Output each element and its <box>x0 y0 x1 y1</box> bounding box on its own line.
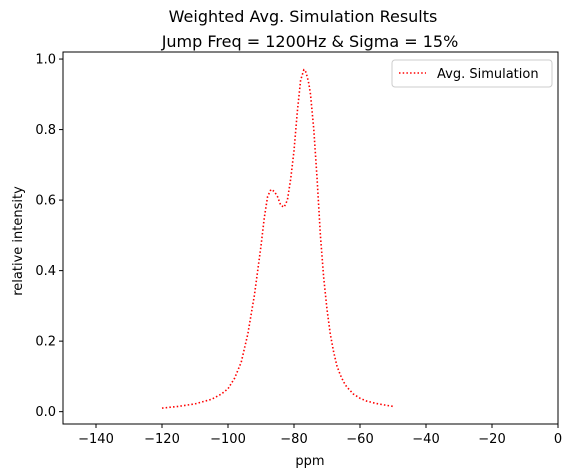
chart-subtitle: Jump Freq = 1200Hz & Sigma = 15% <box>161 32 459 51</box>
plot-area <box>63 52 558 424</box>
y-tick-label: 0.6 <box>35 194 56 209</box>
y-tick-label: 0.0 <box>35 405 56 420</box>
x-tick-label: −60 <box>346 432 373 447</box>
series-group <box>162 70 393 409</box>
y-tick-label: 0.8 <box>35 123 56 138</box>
x-tick-label: −140 <box>78 432 114 447</box>
x-tick-label: −20 <box>478 432 505 447</box>
x-tick-label: −40 <box>412 432 439 447</box>
legend-label: Avg. Simulation <box>437 67 539 82</box>
y-tick-label: 1.0 <box>35 53 56 68</box>
x-axis: −140 −120 −100 −80 −60 −40 −20 0 <box>78 424 562 447</box>
x-tick-label: −100 <box>210 432 246 447</box>
y-tick-label: 0.2 <box>35 335 56 350</box>
x-tick-label: −80 <box>280 432 307 447</box>
chart-title: Weighted Avg. Simulation Results <box>169 7 438 26</box>
y-tick-label: 0.4 <box>35 264 56 279</box>
legend: Avg. Simulation <box>392 60 552 87</box>
x-axis-label: ppm <box>295 454 324 469</box>
x-tick-label: −120 <box>144 432 180 447</box>
x-tick-label: 0 <box>554 432 562 447</box>
series-line <box>162 70 393 409</box>
y-axis-label: relative intensity <box>11 186 26 296</box>
y-axis: 0.0 0.2 0.4 0.6 0.8 1.0 <box>35 53 63 421</box>
